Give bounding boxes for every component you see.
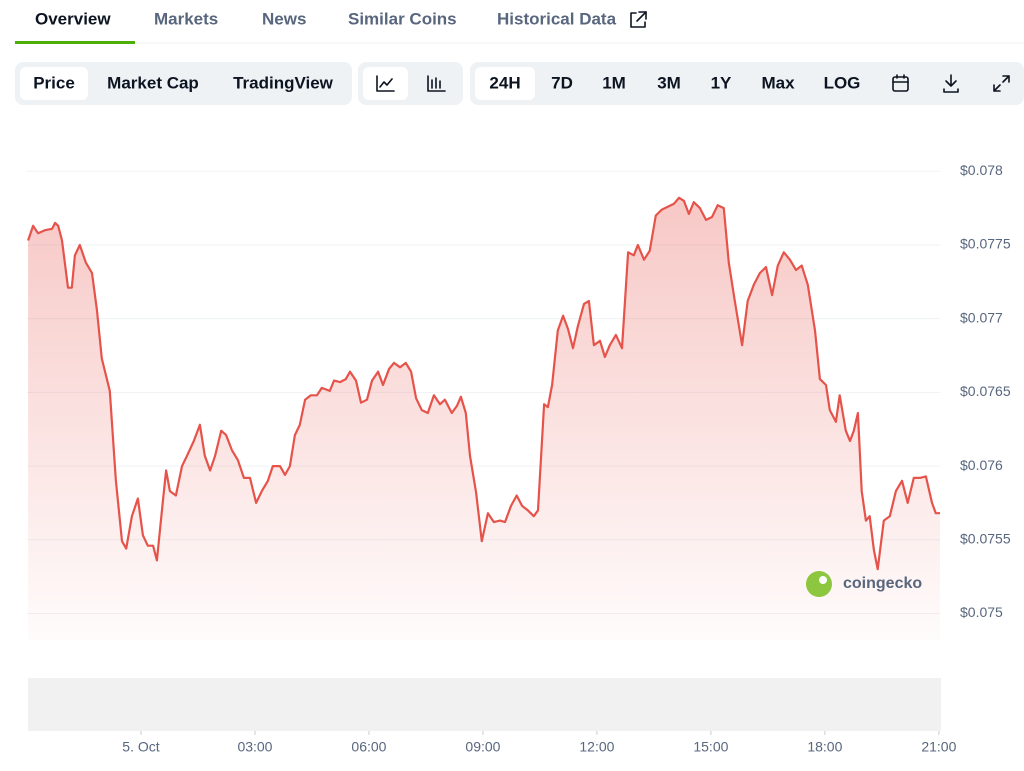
x-tick-label: 12:00 xyxy=(579,739,614,755)
x-tick-label: 5. Oct xyxy=(122,739,159,755)
tab[interactable]: Similar Coins xyxy=(348,9,457,28)
watermark-eye xyxy=(819,576,827,584)
y-tick-label: $0.075 xyxy=(960,604,1003,620)
y-tick-label: $0.0775 xyxy=(960,236,1011,252)
range-button[interactable]: 1Y xyxy=(711,73,732,92)
price-line xyxy=(27,196,940,571)
line-chart-icon[interactable] xyxy=(376,75,395,92)
range-button[interactable]: 24H xyxy=(489,73,520,92)
expand-icon[interactable] xyxy=(993,75,1010,92)
y-tick-label: $0.0755 xyxy=(960,530,1011,546)
download-icon[interactable] xyxy=(943,74,959,93)
x-tick-label: 21:00 xyxy=(921,739,956,755)
selected-range xyxy=(475,67,535,100)
active-tab-underline xyxy=(15,41,135,44)
range-button[interactable]: LOG xyxy=(824,73,861,92)
x-tick-label: 06:00 xyxy=(351,739,386,755)
area-fill xyxy=(28,197,941,641)
tab[interactable]: Markets xyxy=(154,9,218,28)
metric-group xyxy=(15,62,352,105)
range-group xyxy=(470,62,1024,105)
x-tick-label: 18:00 xyxy=(807,739,842,755)
range-button[interactable]: 7D xyxy=(551,73,573,92)
y-tick-label: $0.078 xyxy=(960,162,1003,178)
y-tick-label: $0.076 xyxy=(960,457,1003,473)
x-tick-label: 03:00 xyxy=(237,739,272,755)
x-tick-label: 09:00 xyxy=(465,739,500,755)
watermark: coingecko xyxy=(843,575,922,592)
candle-chart-icon[interactable] xyxy=(427,75,446,92)
y-tick-label: $0.077 xyxy=(960,309,1003,325)
y-tick-label: $0.0765 xyxy=(960,383,1011,399)
external-link-icon xyxy=(630,11,647,28)
tab[interactable]: Overview xyxy=(35,9,111,28)
volume-band xyxy=(28,678,941,731)
selected-metric xyxy=(20,67,88,100)
tab[interactable]: News xyxy=(262,9,306,28)
watermark-logo xyxy=(806,571,832,597)
metric-button[interactable]: TradingView xyxy=(233,73,334,92)
range-button[interactable]: 3M xyxy=(657,73,681,92)
range-button[interactable]: Max xyxy=(761,73,795,92)
x-tick-label: 15:00 xyxy=(693,739,728,755)
calendar-icon[interactable] xyxy=(892,74,909,92)
metric-button[interactable]: Price xyxy=(33,73,75,92)
range-button[interactable]: 1M xyxy=(602,73,626,92)
metric-button[interactable]: Market Cap xyxy=(107,73,199,92)
tab[interactable]: Historical Data xyxy=(497,9,617,28)
